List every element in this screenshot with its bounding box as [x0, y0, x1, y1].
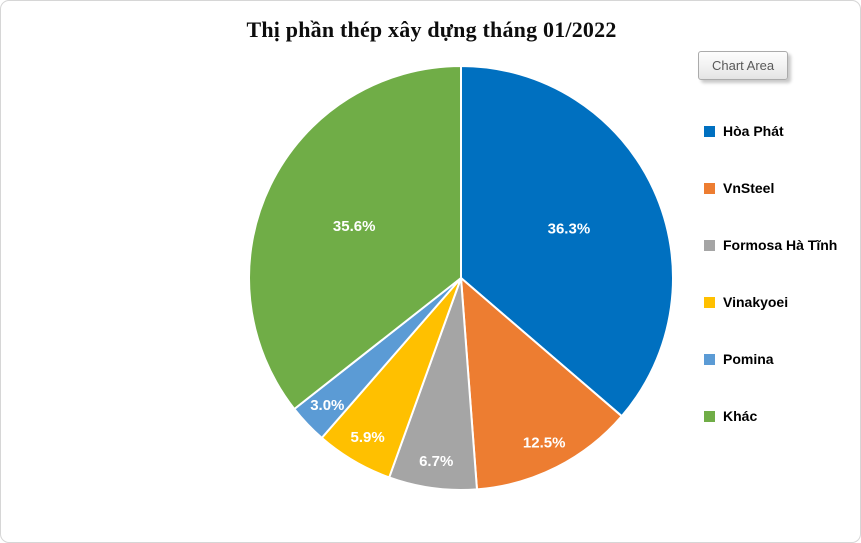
pie-slice-5[interactable]: [248, 65, 462, 410]
slice-data-label-3: 5.9%: [350, 429, 384, 446]
legend-swatch-icon: [704, 296, 715, 308]
pie-slice-0[interactable]: [460, 65, 674, 418]
legend-item-4[interactable]: Pomina: [704, 351, 859, 367]
slice-data-label-5: 35.6%: [333, 218, 376, 235]
legend-swatch-icon: [704, 239, 715, 251]
legend-label: Formosa Hà Tĩnh: [723, 237, 838, 253]
pie-slice-1[interactable]: [460, 277, 623, 491]
chart-area-tooltip: Chart Area: [698, 51, 789, 80]
legend-swatch-icon: [704, 182, 715, 194]
legend-label: Khác: [723, 408, 758, 424]
chart-title[interactable]: Thị phần thép xây dựng tháng 01/2022: [246, 17, 617, 42]
slice-data-label-4: 3.0%: [310, 397, 344, 414]
legend-label: Pomina: [723, 351, 774, 367]
legend-item-0[interactable]: Hòa Phát: [704, 123, 859, 139]
slice-data-label-2: 6.7%: [419, 453, 453, 470]
slice-data-label-0: 36.3%: [548, 221, 591, 238]
legend-item-5[interactable]: Khác: [704, 408, 859, 424]
legend-label: Hòa Phát: [723, 123, 784, 139]
legend-item-1[interactable]: VnSteel: [704, 180, 859, 196]
legend-swatch-icon: [704, 353, 715, 365]
legend-swatch-icon: [704, 125, 715, 137]
legend-label: VnSteel: [723, 180, 775, 196]
legend-swatch-icon: [704, 410, 715, 422]
slice-data-label-1: 12.5%: [523, 435, 566, 452]
legend: Hòa Phát VnSteel Formosa Hà Tĩnh Vinakyoei P…: [704, 123, 859, 465]
legend-label: Vinakyoei: [723, 294, 789, 310]
legend-item-3[interactable]: Vinakyoei: [704, 294, 859, 310]
legend-item-2[interactable]: Formosa Hà Tĩnh: [704, 237, 859, 253]
